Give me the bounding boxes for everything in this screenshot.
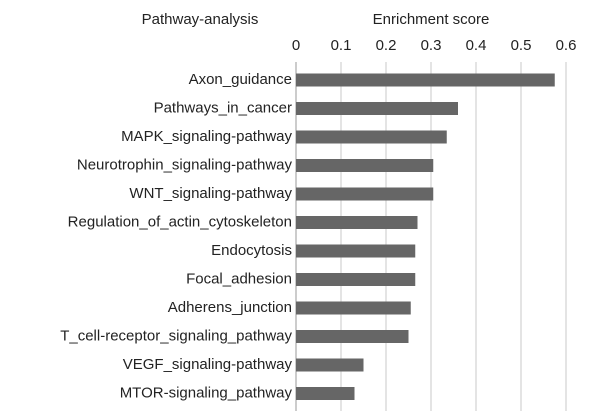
y-tick-label: Neurotrophin_signaling-pathway: [77, 156, 293, 173]
x-tick-label: 0: [292, 37, 300, 54]
bar: [296, 358, 364, 372]
y-tick-label: WNT_signaling-pathway: [129, 185, 292, 202]
bar: [296, 102, 458, 115]
bar: [296, 273, 416, 286]
value-axis-label: Enrichment score: [373, 11, 490, 28]
x-tick-label: 0.4: [466, 37, 487, 54]
y-tick-label: MAPK_signaling-pathway: [121, 128, 292, 145]
x-tick-label: 0.5: [511, 37, 532, 54]
bar: [296, 387, 355, 400]
bar: [296, 301, 411, 315]
y-tick-label: VEGF_signaling-pathway: [123, 356, 293, 373]
x-tick-label: 0.6: [556, 37, 577, 54]
y-tick-label: Focal_adhesion: [186, 270, 292, 287]
bar: [296, 130, 447, 144]
bar: [296, 330, 409, 343]
x-tick-label: 0.3: [421, 37, 442, 54]
y-tick-label: T_cell-receptor_signaling_pathway: [60, 327, 292, 344]
y-tick-label: Regulation_of_actin_cytoskeleton: [68, 213, 292, 230]
y-tick-label: Axon_guidance: [189, 71, 292, 88]
y-tick-label: Pathways_in_cancer: [154, 99, 292, 116]
y-tick-label: Endocytosis: [211, 242, 292, 259]
bar: [296, 216, 418, 229]
bar: [296, 187, 434, 201]
x-tick-label: 0.2: [376, 37, 397, 54]
bar: [296, 73, 555, 87]
y-tick-label: Adherens_junction: [168, 299, 292, 316]
category-axis-label: Pathway-analysis: [142, 11, 259, 28]
bar: [296, 244, 416, 258]
bar: [296, 159, 434, 172]
x-tick-label: 0.1: [331, 37, 352, 54]
y-tick-label: MTOR-signaling_pathway: [120, 384, 293, 401]
